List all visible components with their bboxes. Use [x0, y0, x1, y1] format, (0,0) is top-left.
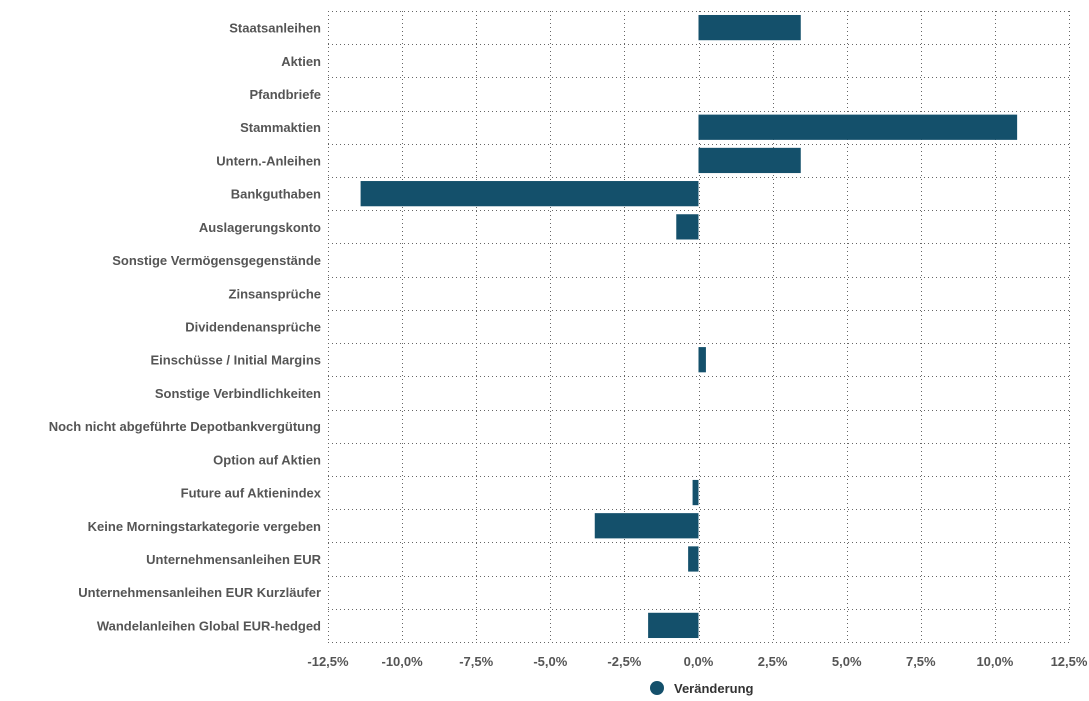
- x-tick-label: 2,5%: [758, 654, 788, 669]
- bar[interactable]: [688, 546, 699, 572]
- x-tick-label: 0,0%: [684, 654, 714, 669]
- category-labels: Staatsanleihen Aktien Pfandbriefe Stammakti…: [49, 21, 322, 634]
- category-label: Untern.-Anleihen: [216, 153, 321, 168]
- x-axis-ticks: -12,5% -10,0% -7,5% -5,0% -2,5% 0,0% 2,5% 5,0% 7…: [307, 654, 1087, 669]
- category-label: Dividendenansprüche: [185, 320, 321, 335]
- category-label: Future auf Aktienindex: [181, 486, 322, 501]
- x-tick-label: 12,5%: [1051, 654, 1088, 669]
- category-label: Einschüsse / Initial Margins: [151, 353, 322, 368]
- x-tick-label: -5,0%: [533, 654, 567, 669]
- x-tick-label: -12,5%: [307, 654, 349, 669]
- bar[interactable]: [698, 14, 801, 41]
- x-tick-label: -10,0%: [381, 654, 423, 669]
- category-label: Keine Morningstarkategorie vergeben: [88, 519, 321, 534]
- category-label: Noch nicht abgeführte Depotbankvergütung: [49, 419, 321, 434]
- category-label: Stammaktien: [240, 120, 321, 135]
- category-label: Wandelanleihen Global EUR-hedged: [97, 618, 321, 633]
- category-label: Unternehmensanleihen EUR Kurzläufer: [78, 585, 321, 600]
- legend[interactable]: Veränderung: [650, 681, 754, 696]
- category-label: Auslagerungskonto: [199, 220, 321, 235]
- category-label: Bankguthaben: [231, 187, 321, 202]
- legend-marker[interactable]: [650, 681, 664, 695]
- category-label: Staatsanleihen: [229, 21, 321, 36]
- x-tick-label: 5,0%: [832, 654, 862, 669]
- category-label: Option auf Aktien: [213, 452, 321, 467]
- bars: [360, 14, 1018, 639]
- x-tick-label: 7,5%: [906, 654, 936, 669]
- bar[interactable]: [698, 347, 706, 373]
- bar[interactable]: [698, 114, 1018, 140]
- bar[interactable]: [594, 513, 699, 539]
- category-label: Unternehmensanleihen EUR: [146, 552, 321, 567]
- legend-label[interactable]: Veränderung: [674, 681, 754, 696]
- grid: [328, 11, 1070, 643]
- bar[interactable]: [360, 181, 699, 207]
- bar[interactable]: [648, 612, 699, 639]
- bar[interactable]: [676, 214, 699, 240]
- category-label: Sonstige Verbindlichkeiten: [155, 386, 321, 401]
- category-label: Sonstige Vermögensgegenstände: [112, 253, 321, 268]
- category-label: Pfandbriefe: [249, 87, 321, 102]
- category-label: Zinsansprüche: [229, 286, 321, 301]
- x-tick-label: -2,5%: [607, 654, 641, 669]
- category-label: Aktien: [281, 54, 321, 69]
- x-tick-label: -7,5%: [459, 654, 493, 669]
- bar[interactable]: [692, 479, 699, 506]
- bar[interactable]: [698, 147, 801, 174]
- x-tick-label: 10,0%: [976, 654, 1013, 669]
